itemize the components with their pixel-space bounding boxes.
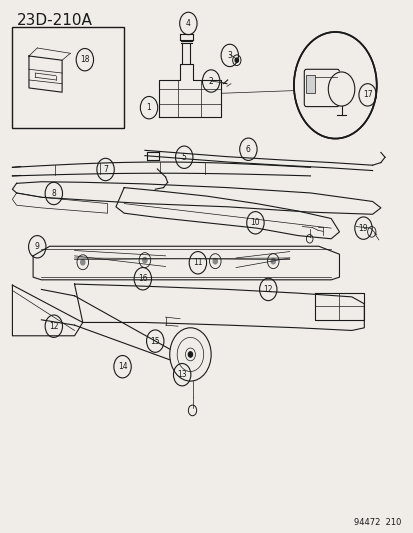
Text: 9: 9 [35, 243, 40, 251]
Text: 12: 12 [49, 322, 58, 330]
Text: 6: 6 [245, 145, 250, 154]
Text: 8: 8 [51, 189, 56, 198]
Text: 14: 14 [117, 362, 127, 371]
Text: 10: 10 [250, 219, 260, 227]
Text: 15: 15 [150, 337, 160, 345]
Text: 23D-210A: 23D-210A [17, 13, 92, 28]
Text: 3: 3 [227, 51, 232, 60]
Circle shape [213, 259, 217, 264]
Circle shape [235, 58, 238, 62]
Text: 12: 12 [263, 285, 272, 294]
FancyBboxPatch shape [305, 75, 315, 93]
Circle shape [293, 32, 376, 139]
Text: 4: 4 [185, 19, 190, 28]
Text: 18: 18 [80, 55, 89, 64]
Text: 94472  210: 94472 210 [354, 518, 401, 527]
Text: 13: 13 [177, 370, 187, 379]
Text: 2: 2 [208, 77, 213, 85]
Text: 1: 1 [146, 103, 151, 112]
Text: 7: 7 [103, 165, 108, 174]
FancyBboxPatch shape [304, 69, 339, 107]
Circle shape [328, 72, 354, 106]
Text: 17: 17 [362, 91, 372, 99]
Circle shape [142, 257, 147, 263]
Bar [12, 27, 124, 128]
Text: 11: 11 [193, 259, 202, 267]
Circle shape [271, 259, 275, 264]
Circle shape [188, 352, 192, 357]
Circle shape [81, 260, 85, 265]
Text: 5: 5 [181, 153, 186, 161]
Text: 16: 16 [138, 274, 147, 283]
Text: 19: 19 [358, 224, 368, 232]
